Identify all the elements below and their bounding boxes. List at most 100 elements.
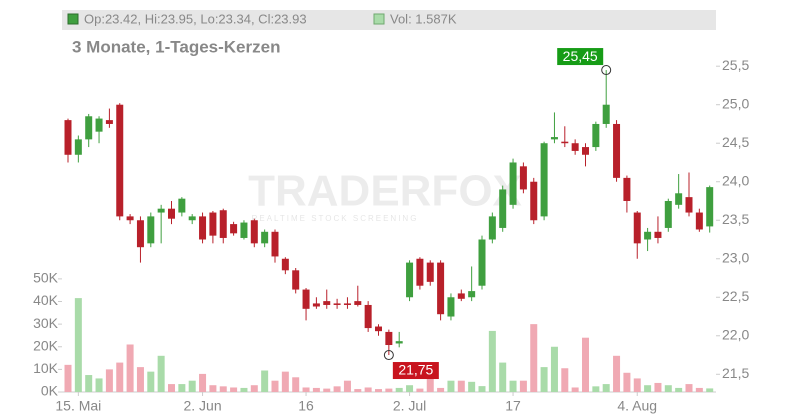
volume-bar	[613, 355, 621, 392]
candle-body	[302, 289, 310, 309]
subtitle: 3 Monate, 1-Tages-Kerzen	[72, 37, 280, 56]
candle-body	[426, 262, 434, 282]
header-band	[62, 10, 716, 30]
annotation-box	[557, 48, 604, 66]
volume-bar	[116, 362, 124, 392]
volume-bar	[188, 380, 196, 392]
volume-bar	[571, 387, 579, 392]
y-tick-label: 24,5	[722, 134, 749, 150]
volume-bar	[147, 371, 155, 392]
volume-bar	[602, 384, 610, 392]
x-tick-label: 17	[505, 398, 521, 414]
candle-body	[602, 104, 610, 124]
volume-bar	[395, 387, 403, 392]
volume-bar	[499, 362, 507, 392]
volume-bar	[447, 380, 455, 392]
candle-body	[219, 210, 227, 238]
candle-body	[675, 193, 683, 205]
volume-bar	[250, 385, 258, 392]
volume-bar	[488, 330, 496, 392]
annotation-box	[392, 362, 439, 380]
watermark-tagline: REALTIME STOCK SCREENING	[252, 214, 419, 223]
volume-bar	[209, 385, 217, 392]
ohlc-legend: Op:23.42, Hi:23.95, Lo:23.34, Cl:23.93	[84, 11, 307, 26]
y-tick-label: 23,0	[722, 249, 749, 265]
y-tick-label: 22,5	[722, 288, 749, 304]
candle-body	[488, 216, 496, 240]
candle-body	[385, 331, 393, 346]
candle-body	[250, 220, 258, 244]
y-tick-label: 23,5	[722, 211, 749, 227]
volume-bar	[519, 380, 527, 392]
volume-bar	[437, 387, 445, 392]
x-tick-label: 4. Aug	[617, 398, 657, 414]
volume-bar	[592, 386, 600, 392]
candle-body	[74, 139, 82, 155]
volume-bar	[550, 346, 558, 392]
candle-body	[333, 303, 341, 305]
volume-bar	[261, 370, 269, 392]
x-tick-label: 2. Jun	[183, 398, 221, 414]
volume-bar	[95, 378, 103, 392]
y2-tick-label: 10K	[33, 360, 59, 376]
candle-body	[644, 231, 652, 240]
candle-body	[478, 239, 486, 286]
volume-bar	[623, 372, 631, 392]
volume-bar	[230, 387, 238, 392]
volume-bar	[695, 387, 703, 392]
candle-body	[230, 224, 238, 234]
y-tick-label: 24,0	[722, 172, 749, 188]
candle-body	[209, 212, 217, 236]
volume-bar	[530, 324, 538, 392]
candle-body	[261, 231, 269, 244]
candle-body	[582, 147, 589, 155]
volume-bar	[302, 387, 310, 392]
volume-bar	[168, 384, 175, 392]
candle-body	[447, 297, 455, 317]
y-tick-label: 21,5	[722, 365, 749, 381]
volume-bar	[271, 380, 279, 392]
candle-body	[654, 231, 662, 238]
candle-body	[292, 270, 300, 290]
volume-bar	[426, 378, 434, 392]
y2-tick-label: 20K	[33, 337, 59, 353]
volume-bar	[685, 384, 693, 392]
candle-body	[312, 303, 320, 307]
candle-body	[530, 181, 538, 221]
volume-bar	[540, 367, 548, 392]
volume-bar	[633, 378, 641, 392]
candle-body	[695, 212, 703, 230]
candle-body	[623, 177, 631, 201]
candle-body	[199, 216, 207, 240]
volume-bar	[64, 364, 72, 392]
candle-body	[178, 198, 186, 213]
volume-bar	[478, 386, 486, 392]
candle-body	[240, 222, 248, 238]
y2-tick-label: 40K	[33, 292, 59, 308]
y2-tick-label: 0K	[41, 383, 59, 399]
volume-bar	[375, 389, 382, 392]
candle-body	[95, 118, 103, 132]
volume-bar	[416, 388, 424, 392]
candle-body	[633, 212, 641, 244]
volume-bar	[406, 385, 414, 392]
x-tick-label: 2. Jul	[393, 398, 426, 414]
candle-body	[157, 208, 165, 213]
volume-bar	[74, 298, 82, 392]
volume-bar	[85, 375, 93, 392]
candle-body	[540, 143, 548, 217]
volume-bar	[178, 384, 186, 392]
annotation-marker	[601, 65, 612, 76]
annotation-marker	[383, 350, 394, 361]
y-tick-label: 25,0	[722, 95, 749, 111]
candle-body	[126, 216, 134, 221]
volume-bar	[219, 386, 227, 392]
volume-bar	[126, 344, 134, 392]
annotation-label: 21,75	[398, 362, 433, 378]
volume-bar	[136, 367, 144, 392]
candle-body	[395, 341, 403, 344]
candle-body	[375, 326, 382, 332]
volume-bar	[561, 368, 569, 392]
watermark: TRADERFOX	[248, 167, 522, 216]
candle-body	[281, 258, 289, 271]
